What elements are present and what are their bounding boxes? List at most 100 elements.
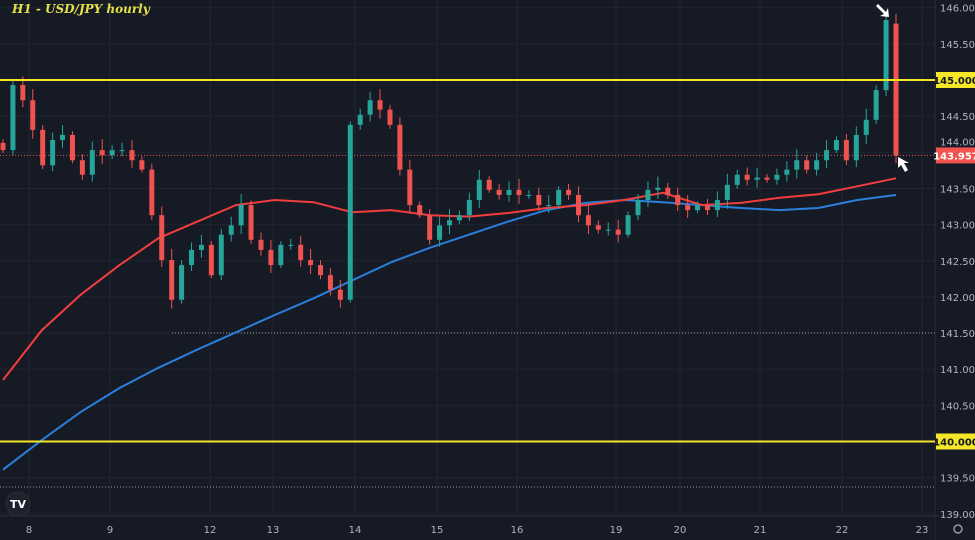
candle-body [824,150,830,161]
y-tick-label: 146.000 [940,4,975,15]
candle-body [526,194,532,196]
candle-body [337,289,343,300]
candle-body [625,215,631,235]
arrow-icon [876,4,889,17]
candle-body [585,215,591,226]
candle-body [893,23,899,156]
candle-body [774,174,780,180]
candle-body [109,150,115,156]
candle-body [149,169,155,216]
candle-body [99,150,105,156]
candle-body [734,174,740,185]
candle-body [327,275,333,290]
candle-body [258,239,264,250]
y-tick-label: 143.000 [940,221,975,232]
candle-body [466,200,472,216]
last-price-tag [936,147,975,164]
candle-body [357,114,363,125]
candle-body [833,140,839,151]
candle-body [129,150,135,161]
candle-body [69,134,75,161]
candle-body [655,187,661,190]
candle-body [883,19,889,91]
candle-body [496,189,502,195]
candle-body [79,160,85,175]
candle-body [843,140,849,161]
candle-body [347,124,353,300]
last-price-label: 143.957 [933,151,975,162]
candle-body [208,244,214,276]
candle-body [318,265,324,276]
x-tick-label: 20 [674,525,687,536]
candle-body [575,194,581,216]
candle-body [804,160,810,170]
candle-body [784,169,790,175]
candle-body [724,184,730,201]
candle-body [506,189,512,195]
x-tick-label: 19 [610,525,623,536]
candle-body [387,109,393,125]
y-tick-label: 142.000 [940,293,975,304]
y-tick-label: 144.500 [940,112,975,123]
candle-body [814,160,820,170]
y-tick-label: 139.000 [940,510,975,521]
candle-body [0,142,6,151]
candle-body [407,169,413,206]
candle-body [288,244,294,246]
candle-body [536,194,542,206]
x-tick-label: 8 [26,525,32,536]
candle-body [278,244,284,266]
candle-body [228,225,234,235]
level-price-label: 140.000 [933,438,975,449]
candle-body [89,150,95,175]
x-tick-label: 15 [431,525,444,536]
candle-body [268,249,274,266]
candle-body [675,194,681,206]
y-tick-label: 142.500 [940,257,975,268]
candle-body [40,129,46,166]
candle-body [248,205,254,240]
candle-body [30,100,36,130]
candle-body [139,160,145,170]
candle-body [218,234,224,276]
candle-body [476,179,482,201]
level-price-tag [936,433,975,450]
candle-body [437,225,443,240]
candle-body [377,100,383,110]
candle-body [50,140,56,166]
candle-body [238,205,244,226]
y-tick-label: 144.000 [940,137,975,148]
y-tick-label: 145.500 [940,40,975,51]
x-tick-label: 22 [836,525,849,536]
settings-gear-icon[interactable] [953,524,963,534]
candle-body [119,150,125,152]
x-tick-label: 9 [107,525,113,536]
x-tick-label: 23 [916,525,929,536]
candle-body [764,177,770,180]
candle-body [308,260,314,266]
candle-body [198,244,204,250]
candle-body [695,205,701,211]
price-axis [935,0,975,540]
candles [0,12,899,309]
candle-body [447,220,452,226]
candle-body [714,200,720,211]
candle-body [367,100,373,115]
candle-body [486,179,492,190]
tradingview-logo [5,491,31,517]
candle-body [665,187,671,195]
candle-body [179,265,185,300]
x-tick-label: 16 [511,525,524,536]
candle-body [605,229,611,231]
candle-body [794,160,800,170]
candle-body [863,119,869,135]
candle-body [595,225,601,230]
candle-body [427,215,433,240]
candle-body [744,174,750,180]
y-tick-label: 141.000 [940,365,975,376]
candle-body [417,205,423,216]
candle-body [853,134,859,161]
candle-body [635,200,641,216]
candle-body [516,189,522,195]
